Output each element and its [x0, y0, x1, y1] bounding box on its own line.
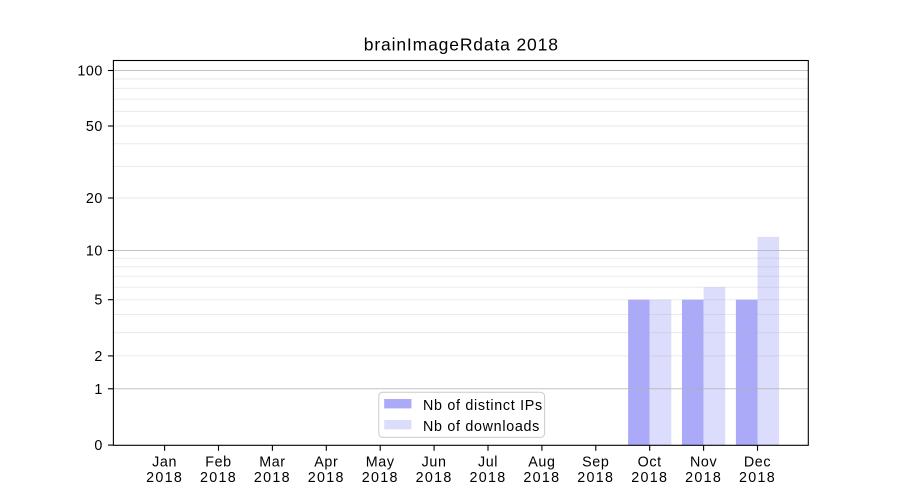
svg-text:2018: 2018	[577, 470, 614, 486]
svg-text:Sep: Sep	[582, 455, 609, 471]
svg-text:2018: 2018	[631, 470, 668, 486]
svg-text:20: 20	[86, 191, 103, 207]
svg-text:2018: 2018	[308, 470, 345, 486]
svg-text:Jun: Jun	[422, 455, 447, 471]
svg-text:Nb of downloads: Nb of downloads	[423, 419, 540, 435]
svg-text:2018: 2018	[523, 470, 560, 486]
svg-text:2: 2	[94, 349, 103, 365]
svg-text:2018: 2018	[469, 470, 506, 486]
svg-text:May: May	[366, 455, 395, 471]
svg-text:2018: 2018	[362, 470, 399, 486]
svg-text:Jul: Jul	[478, 455, 498, 471]
svg-text:10: 10	[86, 244, 103, 260]
svg-text:2018: 2018	[685, 470, 722, 486]
svg-text:100: 100	[77, 64, 103, 80]
svg-text:Mar: Mar	[259, 455, 285, 471]
svg-text:2018: 2018	[200, 470, 237, 486]
svg-text:brainImageRdata 2018: brainImageRdata 2018	[364, 35, 559, 55]
svg-text:2018: 2018	[146, 470, 183, 486]
svg-text:Aug: Aug	[528, 455, 555, 471]
svg-text:0: 0	[94, 438, 103, 454]
svg-text:Jan: Jan	[152, 455, 177, 471]
svg-text:1: 1	[94, 382, 103, 398]
svg-text:Nov: Nov	[690, 455, 717, 471]
svg-text:2018: 2018	[254, 470, 291, 486]
svg-text:Feb: Feb	[205, 455, 231, 471]
svg-text:5: 5	[94, 293, 103, 309]
svg-text:Oct: Oct	[638, 455, 662, 471]
svg-text:Apr: Apr	[314, 455, 338, 471]
svg-text:Nb of distinct IPs: Nb of distinct IPs	[423, 398, 543, 414]
svg-text:50: 50	[86, 119, 103, 135]
svg-text:2018: 2018	[416, 470, 453, 486]
svg-text:Dec: Dec	[744, 455, 771, 471]
svg-text:2018: 2018	[739, 470, 776, 486]
